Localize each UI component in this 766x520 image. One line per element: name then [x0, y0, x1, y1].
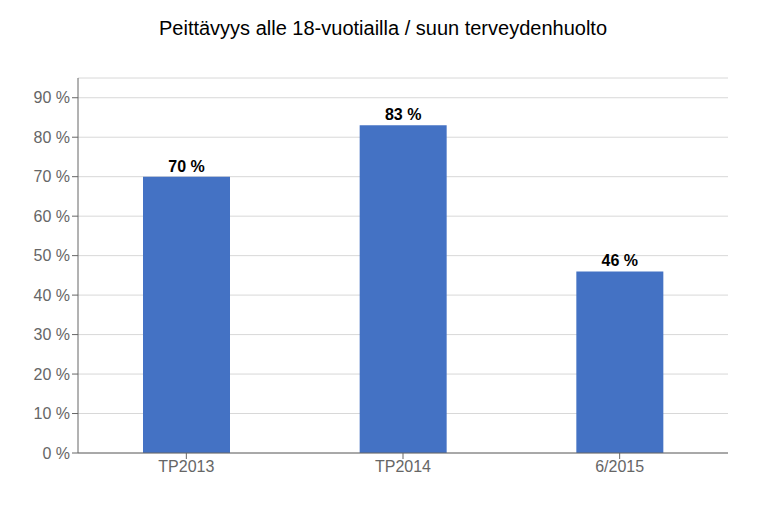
svg-text:40 %: 40 % — [34, 287, 70, 304]
svg-text:20 %: 20 % — [34, 366, 70, 383]
svg-text:10 %: 10 % — [34, 405, 70, 422]
svg-text:70 %: 70 % — [34, 168, 70, 185]
svg-text:80 %: 80 % — [34, 129, 70, 146]
svg-text:6/2015: 6/2015 — [595, 458, 644, 475]
svg-text:0 %: 0 % — [42, 445, 70, 462]
svg-text:90 %: 90 % — [34, 89, 70, 106]
svg-text:70 %: 70 % — [168, 158, 204, 175]
svg-text:60 %: 60 % — [34, 208, 70, 225]
svg-text:TP2014: TP2014 — [375, 458, 431, 475]
svg-text:83 %: 83 % — [385, 106, 421, 123]
svg-text:30 %: 30 % — [34, 326, 70, 343]
html-text:Peittävyys alle 18-vuotiailla: Peittävyys alle 18-vuotiailla / suun ter… — [159, 17, 607, 39]
svg-text:TP2013: TP2013 — [158, 458, 214, 475]
svg-text:50 %: 50 % — [34, 247, 70, 264]
svg-text:46 %: 46 % — [602, 252, 638, 269]
